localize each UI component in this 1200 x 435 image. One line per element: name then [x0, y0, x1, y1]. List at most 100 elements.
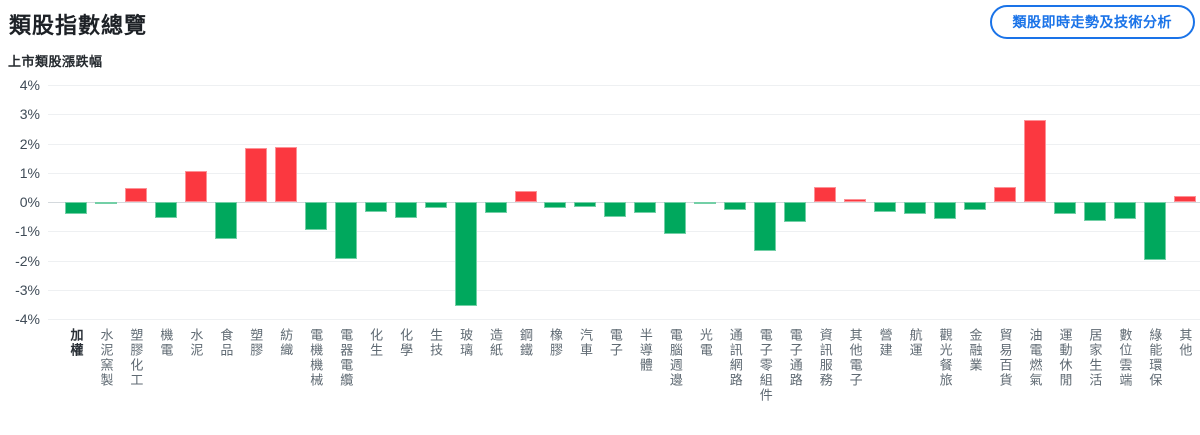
chart-bar[interactable]: [994, 187, 1017, 202]
y-axis-tick-label: -3%: [15, 281, 40, 298]
x-axis-category-label: 航運: [907, 328, 923, 358]
chart-bar[interactable]: [454, 202, 477, 307]
chart-bar[interactable]: [304, 202, 327, 231]
chart-bar-slot: [960, 85, 990, 319]
chart-bar[interactable]: [364, 202, 387, 212]
chart-bar[interactable]: [904, 202, 927, 214]
chart-bar-slot: [151, 85, 181, 319]
y-axis-tick-label: 0%: [19, 194, 40, 210]
chart-bar[interactable]: [634, 202, 657, 213]
chart-bar[interactable]: [1053, 202, 1076, 214]
chart-bar-slot: [990, 85, 1020, 319]
chart-bar-slot: [481, 85, 511, 319]
chart-bar[interactable]: [754, 202, 777, 251]
chart-bar[interactable]: [814, 186, 837, 202]
gridline: [48, 289, 1200, 291]
x-label-slot: 貿易百貨: [990, 328, 1020, 403]
x-label-slot: 造紙: [481, 328, 511, 403]
x-label-slot: 資訊服務: [810, 328, 840, 403]
x-axis-category-label: 通訊網路: [727, 328, 743, 388]
y-axis-tick-label: 4%: [19, 77, 40, 93]
chart-bar[interactable]: [664, 202, 687, 235]
sector-realtime-analysis-button[interactable]: 類股即時走勢及技術分析: [989, 5, 1195, 39]
chart-bar[interactable]: [574, 202, 597, 207]
chart-bar[interactable]: [274, 147, 297, 202]
chart-bar[interactable]: [1173, 196, 1196, 202]
x-label-slot: 電機機械: [301, 328, 331, 403]
chart-bar-slot: [1140, 85, 1170, 319]
chart-bar[interactable]: [214, 202, 237, 240]
chart-bar[interactable]: [1143, 202, 1166, 260]
x-axis-category-label: 食品: [218, 328, 234, 358]
x-label-slot: 食品: [211, 328, 241, 403]
chart-bar[interactable]: [604, 202, 627, 217]
gridline: [48, 231, 1200, 233]
chart-bar-slot: [511, 85, 541, 319]
chart-bar-slot: [810, 85, 840, 319]
chart-bar[interactable]: [334, 202, 357, 260]
x-label-slot: 通訊網路: [720, 328, 750, 403]
chart-bar[interactable]: [724, 202, 747, 211]
chart-bar[interactable]: [484, 202, 507, 213]
x-label-slot: 機電: [151, 328, 181, 403]
chart-bar[interactable]: [1083, 202, 1106, 221]
x-axis-category-label: 數位雲端: [1117, 328, 1133, 388]
x-label-slot: 汽車: [570, 328, 600, 403]
chart-bar[interactable]: [514, 190, 537, 202]
x-axis-category-label: 其他電子: [847, 328, 863, 388]
chart-bar[interactable]: [784, 202, 807, 223]
chart-bar[interactable]: [844, 198, 867, 202]
x-axis-category-label: 橡膠: [547, 328, 563, 358]
x-axis-category-label: 鋼鐵: [518, 328, 534, 358]
x-label-slot: 光電: [690, 328, 720, 403]
x-axis-category-label: 加權: [68, 328, 84, 358]
y-axis-tick-label: -1%: [15, 223, 40, 240]
chart-bar-slot: [1170, 85, 1200, 319]
gridline: [48, 114, 1200, 116]
x-axis-category-label: 生技: [428, 328, 444, 358]
y-axis-tick-label: 2%: [19, 135, 40, 152]
chart-bar-slot: [391, 85, 421, 319]
x-label-slot: 數位雲端: [1110, 328, 1140, 403]
gridline: [48, 172, 1200, 174]
chart-bar[interactable]: [64, 202, 87, 215]
chart-bar[interactable]: [424, 202, 447, 208]
chart-bar[interactable]: [154, 202, 177, 219]
x-label-slot: 運動休閒: [1050, 328, 1080, 403]
chart-bar[interactable]: [964, 202, 987, 210]
x-axis-category-label: 汽車: [577, 328, 593, 358]
x-label-slot: 電子通路: [780, 328, 810, 403]
chart-bar[interactable]: [184, 170, 207, 202]
x-label-slot: 生技: [421, 328, 451, 403]
x-axis-category-label: 造紙: [488, 328, 504, 358]
x-label-slot: 化學: [391, 328, 421, 403]
x-label-slot: 加權: [61, 328, 91, 403]
chart-bar[interactable]: [124, 188, 147, 202]
y-axis-tick-label: 1%: [19, 164, 40, 181]
y-axis-tick-label: -4%: [15, 311, 40, 327]
x-label-slot: 其他電子: [840, 328, 870, 403]
x-label-slot: 營建: [870, 328, 900, 403]
y-axis-tick-label: 3%: [19, 106, 40, 123]
chart-bar[interactable]: [244, 147, 267, 202]
chart-bar-slot: [1020, 85, 1050, 319]
chart-bar[interactable]: [1113, 202, 1136, 219]
chart-bar-slot: [1110, 85, 1140, 319]
x-axis-category-label: 資訊服務: [817, 328, 833, 388]
chart-bar-slot: [780, 85, 810, 319]
chart-bar[interactable]: [94, 202, 117, 205]
gridline: [48, 319, 1200, 320]
chart-bar[interactable]: [694, 202, 717, 205]
chart-bar[interactable]: [394, 202, 417, 219]
x-label-slot: 塑膠: [241, 328, 271, 403]
chart-bar[interactable]: [874, 202, 897, 212]
chart-bar-slot: [421, 85, 451, 319]
chart-bar[interactable]: [1023, 119, 1046, 202]
chart-bar-slot: [600, 85, 630, 319]
chart-bar[interactable]: [934, 202, 957, 219]
chart-bar-slot: [271, 85, 301, 319]
x-label-slot: 水泥: [181, 328, 211, 403]
chart-bar-slot: [840, 85, 870, 319]
x-axis-category-label: 電機機械: [308, 328, 324, 388]
chart-bar[interactable]: [544, 202, 567, 209]
